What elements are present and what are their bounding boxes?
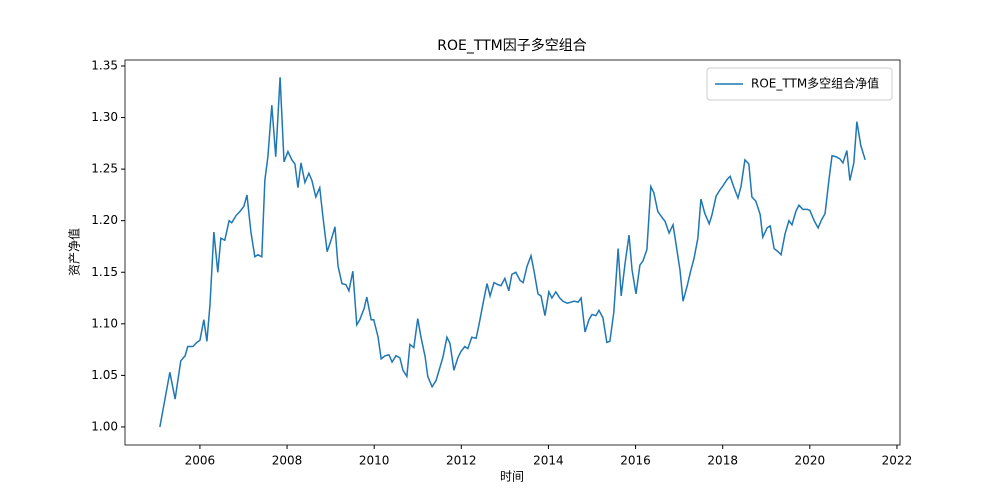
x-tick-label: 2020 (795, 454, 826, 468)
x-tick-label: 2014 (533, 454, 564, 468)
y-tick-label: 1.05 (91, 368, 118, 382)
y-tick-label: 1.35 (91, 58, 118, 72)
x-tick-label: 2010 (359, 454, 390, 468)
y-tick-label: 1.15 (91, 265, 118, 279)
x-tick-label: 2006 (185, 454, 216, 468)
x-tick-label: 2008 (272, 454, 303, 468)
x-tick-label: 2016 (620, 454, 651, 468)
legend-label: ROE_TTM多空组合净值 (751, 76, 879, 91)
legend-box (706, 67, 893, 101)
y-tick-label: 1.30 (91, 110, 118, 124)
y-tick-label: 1.10 (91, 316, 118, 330)
plot-frame (124, 59, 901, 446)
x-axis-label: 时间 (500, 470, 524, 484)
y-tick-label: 1.00 (91, 419, 118, 433)
y-tick-label: 1.25 (91, 162, 118, 176)
x-tick-label: 2018 (707, 454, 738, 468)
y-axis-label: 资产净值 (67, 228, 82, 276)
x-tick-label: 2012 (446, 454, 477, 468)
series-line (159, 77, 866, 428)
y-tick-label: 1.20 (91, 213, 118, 227)
x-tick-label: 2022 (882, 454, 913, 468)
chart-title: ROE_TTM因子多空组合 (437, 37, 587, 54)
